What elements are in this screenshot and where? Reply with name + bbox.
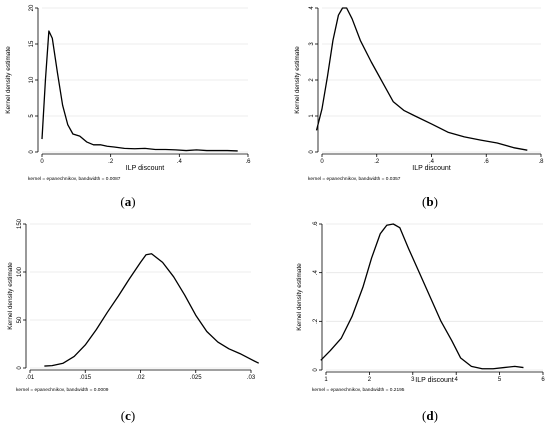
chart-a-xtick-label-0: 0 xyxy=(40,159,44,165)
chart-panel-d: 0 .2 .4 .6 1 2 3 4 5 6 Kernel density estimate ILP … xyxy=(275,214,550,428)
chart-c-ytick-label-0: 0 xyxy=(17,366,23,370)
chart-b-xlabel: ILP discount xyxy=(412,165,450,172)
chart-b-xtick-label-2: .4 xyxy=(429,159,435,165)
chart-d-xlabel: ILP discount xyxy=(415,377,453,384)
chart-a-ytick-label-3: 15 xyxy=(29,40,35,47)
chart-a-ylabel: Kernel density estimate xyxy=(5,46,12,114)
chart-d-svg: 0 .2 .4 .6 1 2 3 4 5 6 Kernel density estimate ILP … xyxy=(296,221,545,393)
chart-b-ytick-label-4: 4 xyxy=(309,6,315,10)
chart-b-ylabel: Kernel density estimate xyxy=(294,46,301,114)
chart-b-ytick-label-2: 2 xyxy=(309,78,315,82)
chart-c-svg: 0 50 100 150 .01 .015 .02 .025 .03 Kernel density… xyxy=(7,218,260,393)
chart-d-ytick-label-2: .4 xyxy=(313,270,319,276)
chart-d-ylabel: Kernel density estimate xyxy=(296,263,303,331)
chart-c-ytick-label-3: 150 xyxy=(17,218,23,229)
caption-b-letter: b xyxy=(426,194,434,209)
chart-d-ytick-label-3: .6 xyxy=(313,221,319,227)
caption-d-close: ) xyxy=(433,408,438,423)
chart-a-xtick-label-1: .2 xyxy=(108,159,114,165)
chart-d-ytick-label-0: 0 xyxy=(313,368,319,372)
chart-a-ytick-label-1: 5 xyxy=(29,114,35,118)
caption-a-close: ) xyxy=(131,194,136,209)
chart-a-note: kernel = epanechnikov, bandwidth = 0.008… xyxy=(28,176,121,182)
chart-a-density-line xyxy=(41,30,238,152)
chart-c-xtick-label-2: .02 xyxy=(136,375,145,381)
caption-b-open: ( xyxy=(422,194,427,209)
caption-c-letter: c xyxy=(125,408,131,423)
chart-a-ytick-label-2: 10 xyxy=(29,76,35,83)
caption-b-close: ) xyxy=(433,194,438,209)
chart-c-xtick-label-4: .03 xyxy=(247,375,256,381)
caption-a: (a) xyxy=(108,194,148,210)
chart-c-note: kernel = epanechnikov, bandwidth = 0.000… xyxy=(16,387,109,393)
chart-d-xtick-label-0: 1 xyxy=(324,377,328,383)
chart-b-xtick-label-1: .2 xyxy=(374,159,380,165)
caption-c-open: ( xyxy=(120,408,126,423)
chart-a-svg: 0 5 10 15 20 0 .2 .4 .6 Kernel density estimate IL… xyxy=(5,4,251,182)
chart-c-ytick-label-2: 100 xyxy=(17,266,23,277)
caption-c: (c) xyxy=(108,408,148,424)
chart-d-xtick-label-5: 6 xyxy=(541,377,545,383)
chart-d-xtick-label-4: 5 xyxy=(498,377,502,383)
chart-d-xtick-label-2: 3 xyxy=(411,377,415,383)
chart-c-ytick-label-1: 50 xyxy=(17,316,23,323)
chart-b-xtick-label-0: 0 xyxy=(320,159,324,165)
chart-b-ytick-label-1: 1 xyxy=(309,114,315,118)
chart-c-xtick-label-1: .015 xyxy=(79,375,91,381)
chart-a-xtick-label-3: .6 xyxy=(245,159,251,165)
chart-b-density-line xyxy=(315,7,528,151)
caption-a-open: ( xyxy=(120,194,125,209)
chart-b-note: kernel = epanechnikov, bandwidth = 0.035… xyxy=(308,176,401,182)
caption-d-letter: d xyxy=(426,408,434,423)
chart-d-xtick-label-1: 2 xyxy=(368,377,372,383)
chart-a-ytick-label-0: 0 xyxy=(29,150,35,154)
chart-d-ytick-label-1: .2 xyxy=(313,318,319,324)
caption-a-letter: a xyxy=(124,194,132,209)
chart-c-density-line xyxy=(44,253,260,367)
chart-a-ytick-label-4: 20 xyxy=(29,4,35,11)
chart-b-xtick-label-3: .6 xyxy=(484,159,490,165)
chart-b-xtick-label-4: .8 xyxy=(538,159,544,165)
chart-d-density-line xyxy=(320,223,524,370)
chart-panel-b: 0 1 2 3 4 0 .2 .4 .6 .8 Kernel density estimate ILP… xyxy=(275,0,550,214)
chart-panel-a: 0 5 10 15 20 0 .2 .4 .6 Kernel density estimate IL… xyxy=(0,0,275,214)
chart-c-xtick-label-3: .025 xyxy=(190,375,202,381)
caption-b: (b) xyxy=(410,194,450,210)
caption-d-open: ( xyxy=(422,408,427,423)
chart-d-xtick-label-3: 4 xyxy=(455,377,459,383)
chart-d-note: kernel = epanechnikov, bandwidth = 0.219… xyxy=(312,387,405,393)
caption-c-close: ) xyxy=(130,408,136,423)
chart-b-svg: 0 1 2 3 4 0 .2 .4 .6 .8 Kernel density estimate ILP… xyxy=(294,6,544,182)
chart-b-ytick-label-0: 0 xyxy=(309,150,315,154)
chart-b-ytick-label-3: 3 xyxy=(309,42,315,46)
caption-d: (d) xyxy=(410,408,450,424)
chart-a-xtick-label-2: .4 xyxy=(177,159,183,165)
chart-a-xlabel: ILP discount xyxy=(126,165,164,172)
chart-c-xtick-label-0: .01 xyxy=(26,375,35,381)
chart-panel-c: 0 50 100 150 .01 .015 .02 .025 .03 Kernel density… xyxy=(0,214,275,428)
chart-c-ylabel: Kernel density estimate xyxy=(7,262,14,330)
